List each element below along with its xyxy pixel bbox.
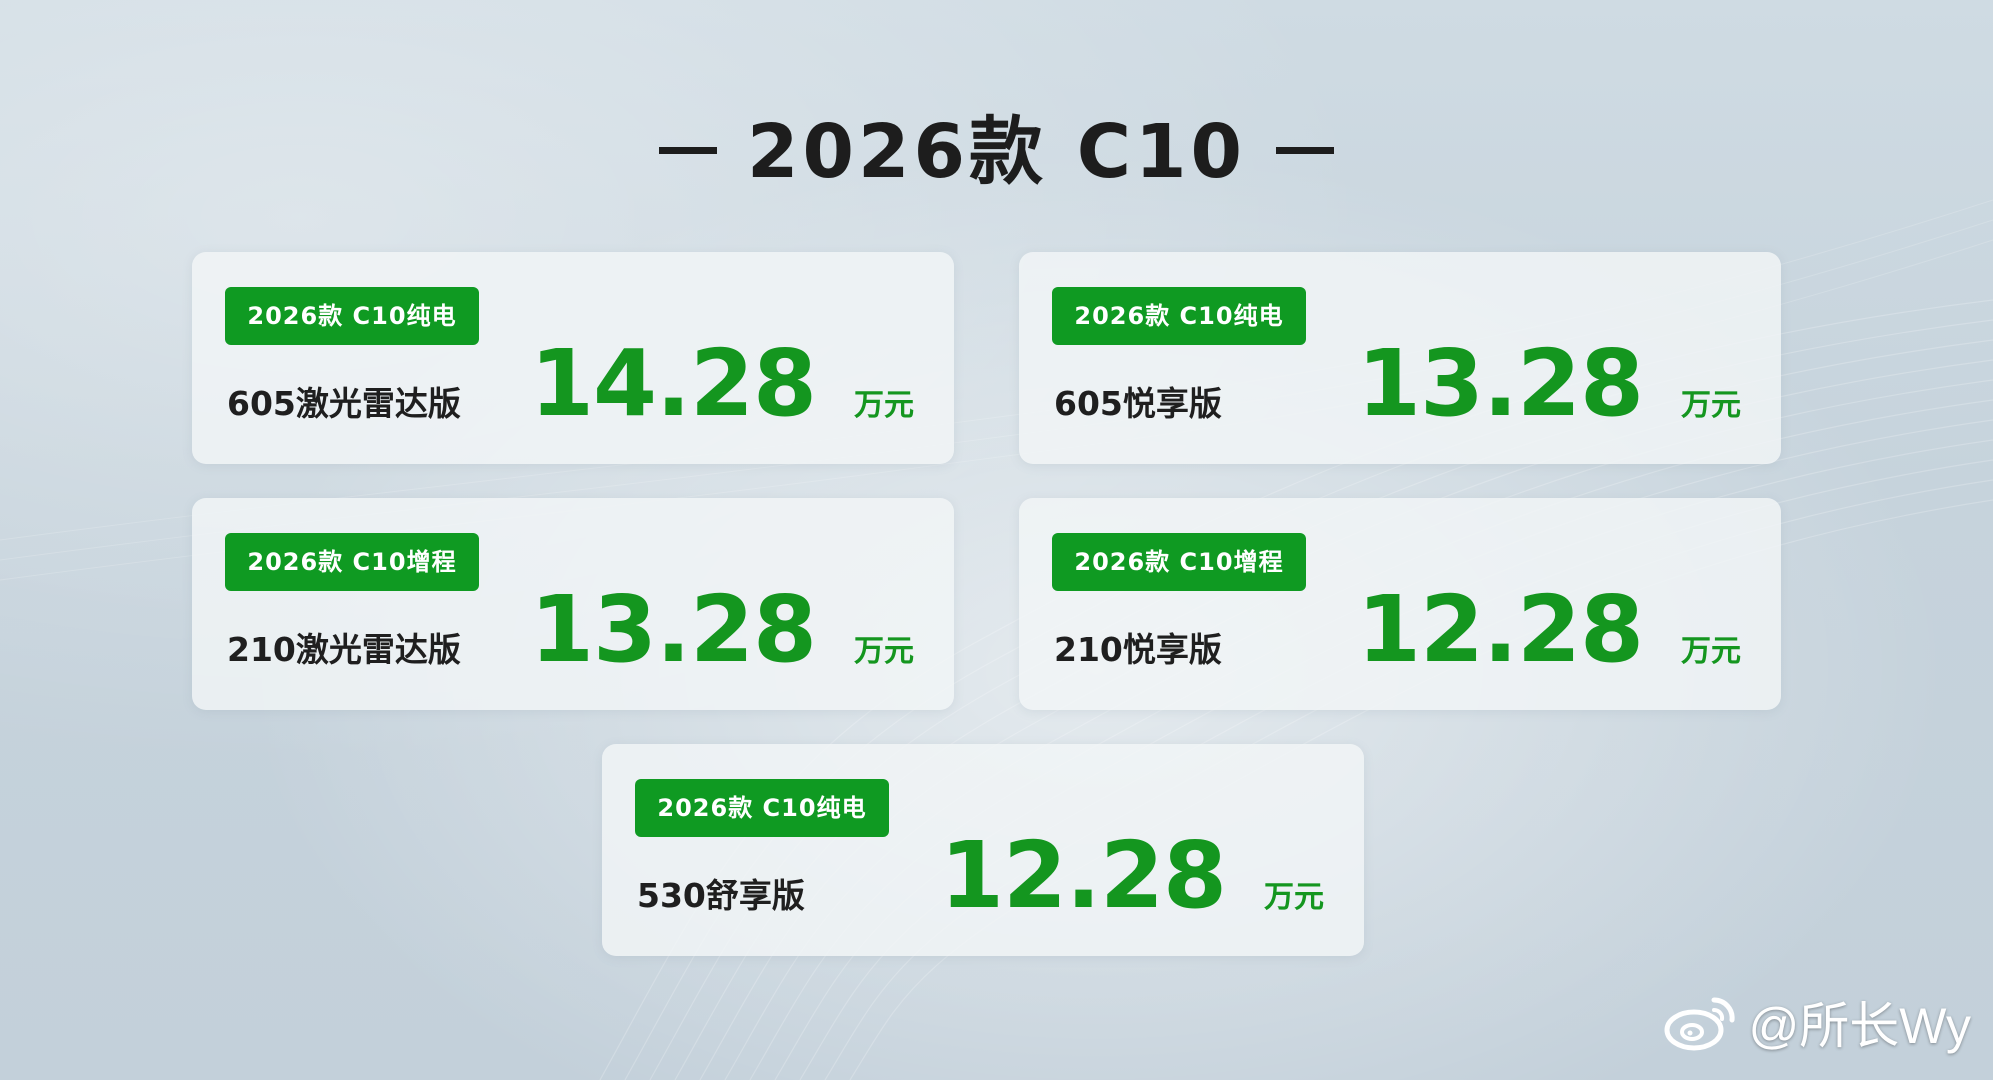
version-badge: 2026款 C10纯电: [225, 287, 479, 345]
price-card-c10-erev-210-yuexiang: 2026款 C10增程 210悦享版 12.28 万元: [1019, 498, 1781, 710]
price-card-c10-ev-605-lidar: 2026款 C10纯电 605激光雷达版 14.28 万元: [192, 252, 954, 464]
weibo-icon: [1664, 997, 1736, 1051]
page-title: 2026款 C10: [0, 92, 1993, 199]
price-card-c10-ev-530-shuxiang: 2026款 C10纯电 530舒享版 12.28 万元: [602, 744, 1364, 956]
price-unit: 万元: [1264, 880, 1324, 915]
watermark: @所长Wy: [1664, 986, 1971, 1058]
trim-name: 605悦享版: [1054, 384, 1222, 423]
price-unit: 万元: [1681, 388, 1741, 423]
trim-name: 210悦享版: [1054, 630, 1222, 669]
trim-name: 530舒享版: [637, 876, 805, 915]
title-dash-left: [658, 146, 717, 154]
price-value: 14.28: [529, 330, 817, 437]
version-badge: 2026款 C10纯电: [1052, 287, 1306, 345]
trim-name: 605激光雷达版: [227, 384, 461, 423]
title-dash-right: [1276, 146, 1334, 154]
price-value: 13.28: [1356, 330, 1644, 437]
price-value: 12.28: [939, 822, 1227, 929]
version-badge: 2026款 C10增程: [1052, 533, 1306, 591]
title-text: 2026款 C10: [746, 109, 1246, 195]
price-unit: 万元: [854, 634, 914, 669]
price-card-c10-ev-605-yuexiang: 2026款 C10纯电 605悦享版 13.28 万元: [1019, 252, 1781, 464]
price-unit: 万元: [854, 388, 914, 423]
version-badge: 2026款 C10增程: [225, 533, 479, 591]
price-card-c10-erev-210-lidar: 2026款 C10增程 210激光雷达版 13.28 万元: [192, 498, 954, 710]
trim-name: 210激光雷达版: [227, 630, 461, 669]
price-value: 13.28: [529, 576, 817, 683]
watermark-text: @所长Wy: [1748, 998, 1971, 1054]
version-badge: 2026款 C10纯电: [635, 779, 889, 837]
price-value: 12.28: [1356, 576, 1644, 683]
price-unit: 万元: [1681, 634, 1741, 669]
